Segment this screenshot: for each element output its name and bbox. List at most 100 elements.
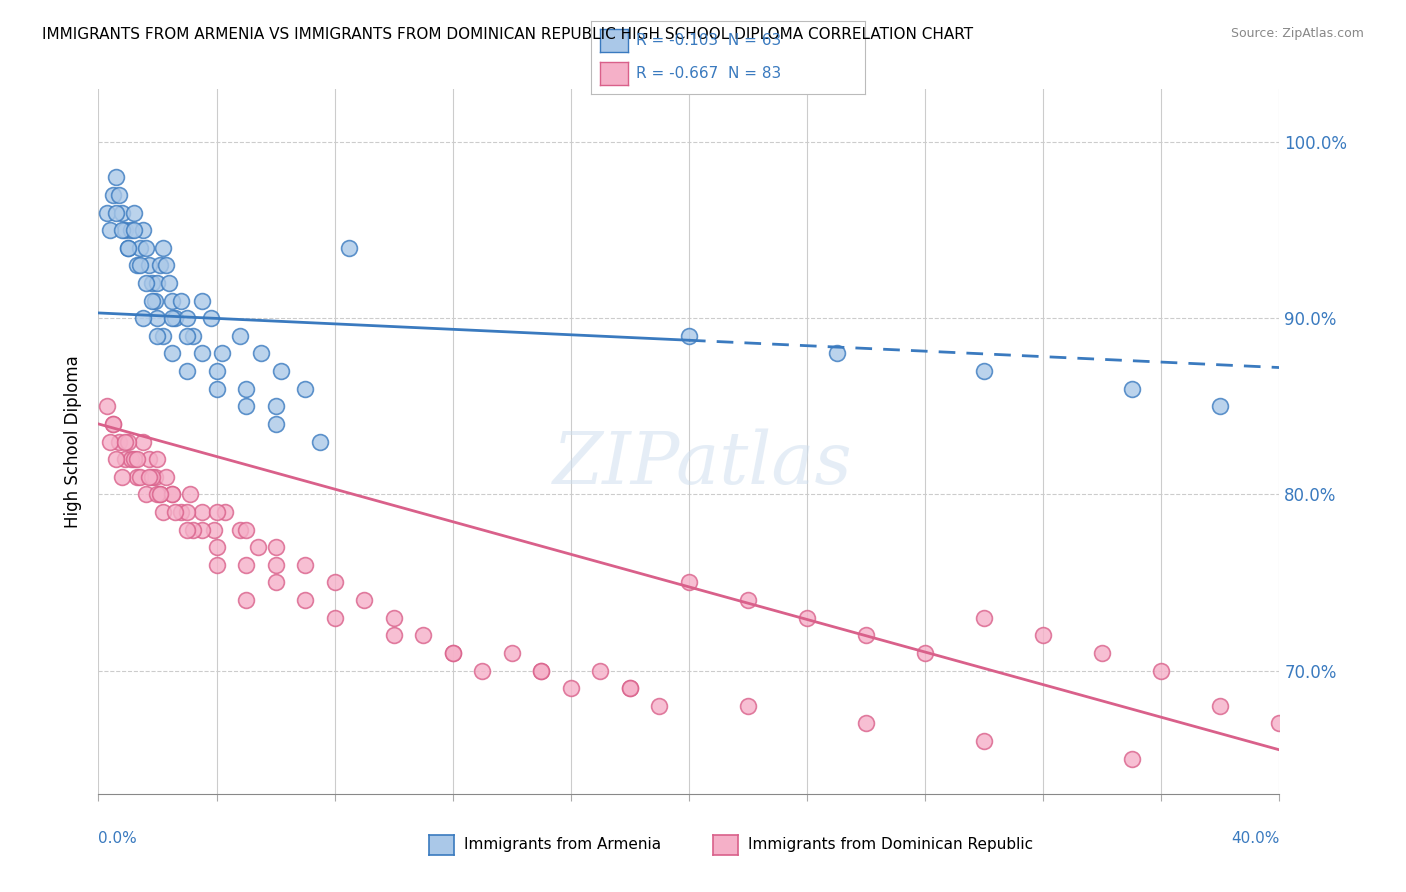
Point [157, 276, 180, 290]
Point [211, 346, 233, 360]
Point [141, 276, 163, 290]
Text: IMMIGRANTS FROM ARMENIA VS IMMIGRANTS FROM DOMINICAN REPUBLIC HIGH SCHOOL DIPLOM: IMMIGRANTS FROM ARMENIA VS IMMIGRANTS FR… [42, 27, 973, 42]
Point [135, 276, 157, 290]
Text: Immigrants from Armenia: Immigrants from Armenia [464, 838, 661, 852]
Point [471, 664, 494, 678]
Point [105, 170, 128, 185]
Point [229, 523, 252, 537]
Text: R = -0.667  N = 83: R = -0.667 N = 83 [636, 66, 780, 80]
Point [214, 505, 236, 519]
Point [96, 400, 118, 414]
Text: ZIPatlas: ZIPatlas [553, 428, 853, 500]
Point [825, 346, 848, 360]
Point [146, 452, 169, 467]
Point [191, 293, 214, 308]
Point [205, 541, 228, 555]
Point [125, 470, 148, 484]
Point [98, 223, 121, 237]
Point [264, 541, 287, 555]
Point [128, 259, 150, 273]
Point [176, 364, 198, 378]
Point [96, 205, 118, 219]
Point [176, 311, 198, 326]
Y-axis label: High School Diploma: High School Diploma [65, 355, 83, 528]
Point [120, 452, 142, 467]
Point [128, 470, 150, 484]
Point [501, 646, 523, 660]
Text: 40.0%: 40.0% [1232, 831, 1279, 846]
Point [176, 329, 198, 343]
Point [973, 734, 995, 748]
Point [120, 223, 142, 237]
Point [1209, 698, 1232, 713]
Point [141, 293, 163, 308]
Point [117, 434, 139, 449]
Point [264, 558, 287, 572]
Point [264, 575, 287, 590]
Point [111, 470, 134, 484]
Point [105, 205, 128, 219]
Point [162, 487, 183, 501]
Point [162, 293, 183, 308]
Point [796, 611, 818, 625]
Point [914, 646, 936, 660]
Point [114, 223, 136, 237]
Point [1032, 628, 1054, 642]
Point [152, 329, 174, 343]
Point [323, 575, 346, 590]
Point [176, 505, 198, 519]
Point [176, 523, 198, 537]
Point [103, 188, 125, 202]
Point [114, 434, 136, 449]
Point [165, 505, 187, 519]
Point [191, 346, 214, 360]
Point [1150, 664, 1173, 678]
Point [678, 329, 700, 343]
Point [1121, 382, 1143, 396]
Point [530, 664, 553, 678]
Point [205, 364, 228, 378]
Point [191, 523, 214, 537]
Point [149, 259, 172, 273]
Point [146, 311, 169, 326]
Point [162, 487, 183, 501]
Point [122, 452, 145, 467]
Point [143, 470, 166, 484]
Point [108, 434, 131, 449]
Point [114, 452, 136, 467]
Point [181, 329, 204, 343]
Point [1091, 646, 1114, 660]
Point [246, 541, 269, 555]
Point [309, 434, 332, 449]
Point [143, 293, 166, 308]
Point [1268, 716, 1291, 731]
Point [170, 293, 193, 308]
Point [270, 364, 292, 378]
Point [105, 452, 128, 467]
Point [108, 188, 131, 202]
Point [135, 241, 157, 255]
Point [128, 241, 150, 255]
Point [294, 558, 316, 572]
Point [382, 628, 405, 642]
Point [125, 452, 148, 467]
Point [1209, 400, 1232, 414]
Point [146, 276, 169, 290]
Point [155, 259, 177, 273]
Point [973, 364, 995, 378]
Point [111, 223, 134, 237]
Text: R = -0.103  N = 63: R = -0.103 N = 63 [636, 33, 780, 47]
Text: Source: ZipAtlas.com: Source: ZipAtlas.com [1230, 27, 1364, 40]
Point [146, 329, 169, 343]
Point [205, 382, 228, 396]
Point [235, 558, 257, 572]
Point [162, 346, 183, 360]
Point [117, 241, 139, 255]
Point [202, 523, 225, 537]
Point [138, 259, 160, 273]
Point [122, 205, 145, 219]
Point [294, 382, 316, 396]
Point [441, 646, 464, 660]
Point [973, 611, 995, 625]
Point [1121, 752, 1143, 766]
